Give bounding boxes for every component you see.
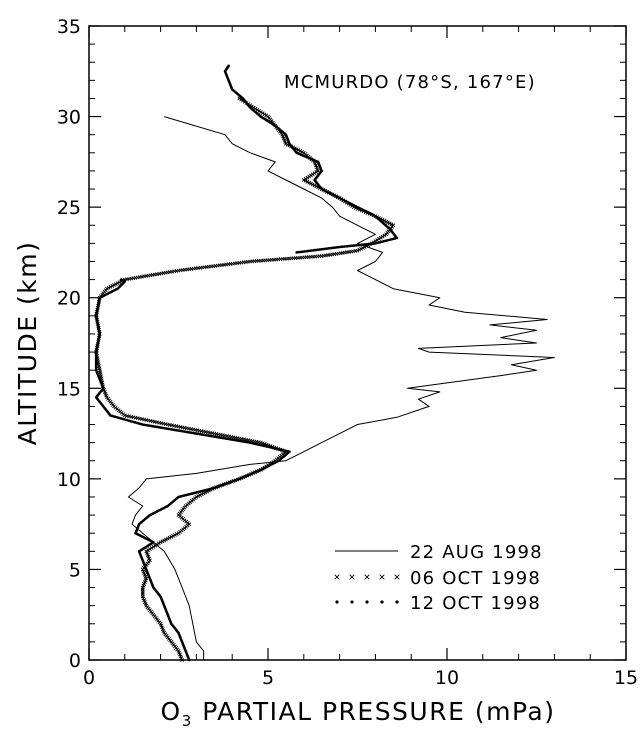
data-point-cross [153,543,158,548]
legend-cross-mark [394,574,400,580]
data-point-cross [382,233,387,238]
data-point-cross [255,107,260,112]
data-point-cross [301,178,306,182]
series-layer [94,64,555,662]
y-tick-label: 30 [57,107,81,129]
y-tick-label: 0 [69,650,81,672]
legend-label: 06 OCT 1998 [410,568,541,589]
series-line [127,116,555,660]
legend: 22 AUG 1998 06 OCT 1998 12 OCT 1998 [334,542,543,614]
data-point-cross [266,114,270,119]
data-point-cross [377,236,381,241]
y-tick-label: 15 [57,378,81,400]
x-tick-label: 15 [614,667,638,689]
data-point-cross [144,549,149,554]
y-tick-label: 20 [57,288,81,310]
series-crosses [94,96,396,662]
axis-ticks [88,25,627,661]
data-point-cross [375,238,380,242]
legend-dot-mark [395,600,399,604]
legend-dot-mark [380,600,384,604]
data-point-cross [149,545,154,550]
data-point-cross [303,176,308,181]
series-dots [223,64,399,254]
x-tick-label: 0 [83,667,95,689]
data-point-dot [227,64,230,68]
data-point-cross [314,170,319,174]
plot-frame [88,25,627,661]
legend-cross-mark [349,574,355,580]
station-annotation: MCMURDO (78°S, 167°E) [284,72,536,93]
series-dots [94,278,291,662]
data-point-cross [305,175,310,180]
y-tick-label: 25 [57,197,81,219]
y-axis-title: ALTITUDE (km) [13,241,42,446]
legend-cross-mark [334,574,340,580]
data-point-dot [119,278,123,281]
legend-dot-mark [335,600,339,604]
data-point-cross [257,108,261,113]
data-point-cross [312,171,317,176]
legend-marker-dots [335,600,399,604]
y-tick-label: 5 [69,559,81,581]
data-point-cross [262,112,267,117]
x-tick-label: 10 [435,667,459,689]
data-point-cross [151,544,156,549]
legend-label: 12 OCT 1998 [410,593,541,614]
x-tick-label: 5 [262,667,274,689]
data-point-cross [146,548,150,553]
y-tick-label: 35 [57,16,81,38]
tick-labels: 0 5 10 15 0 5 10 15 20 25 30 35 [57,16,638,689]
y-tick-label: 10 [57,469,81,491]
data-point-cross [264,113,269,118]
data-point-cross [155,542,159,547]
data-point-cross [380,234,385,239]
data-point-cross [309,173,313,178]
data-point-cross [307,174,312,179]
x-axis-title: O3 PARTIAL PRESSURE (mPa) [161,697,556,729]
data-point-cross [147,547,152,551]
series-solid [127,116,555,660]
data-point-cross [310,172,315,177]
legend-dot-mark [365,600,369,604]
data-point-cross [156,541,161,546]
data-point-cross [378,235,383,240]
data-point-cross [258,110,263,114]
legend-cross-mark [379,574,385,580]
data-point-cross [260,111,265,116]
legend-marker-crosses [334,574,400,580]
legend-dot-mark [350,600,354,604]
legend-label: 22 AUG 1998 [410,542,543,563]
legend-cross-mark [364,574,370,580]
